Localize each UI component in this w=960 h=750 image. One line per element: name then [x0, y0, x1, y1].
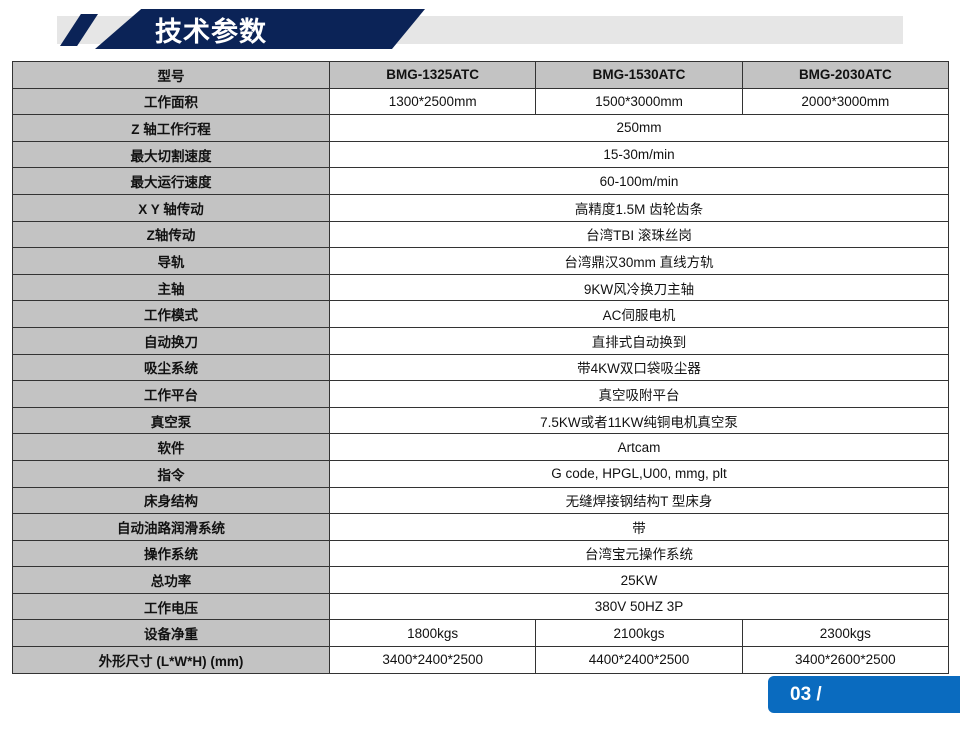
- row-label: X Y 轴传动: [12, 193, 330, 222]
- table-row: 真空泵 7.5KW或者11KW纯铜电机真空泵: [12, 406, 949, 435]
- cell-value: 250mm: [329, 114, 949, 142]
- table-row: X Y 轴传动 高精度1.5M 齿轮齿条: [12, 193, 949, 222]
- row-label: 真空泵: [12, 406, 330, 435]
- table-row: 指令 G code, HPGL,U00, mmg, plt: [12, 459, 949, 488]
- row-label: 工作面积: [12, 87, 330, 116]
- table-row: 主轴 9KW风冷换刀主轴: [12, 273, 949, 302]
- row-label: 工作电压: [12, 592, 330, 621]
- row-label: 外形尺寸 (L*W*H) (mm): [12, 646, 330, 674]
- row-label: 最大切割速度: [12, 140, 330, 169]
- cell-value: 1800kgs: [328, 619, 537, 648]
- cell-value: 带4KW双口袋吸尘器: [329, 353, 949, 382]
- table-row: 最大切割速度 15-30m/min: [12, 140, 949, 169]
- table-row: 最大运行速度 60-100m/min: [12, 167, 949, 195]
- cell-value: 台湾鼎汉30mm 直线方轨: [329, 247, 949, 275]
- row-label: 工作模式: [12, 300, 330, 328]
- row-label: 主轴: [12, 273, 330, 302]
- row-label: 导轨: [12, 247, 330, 275]
- cell-value: 25KW: [329, 566, 949, 594]
- cell-value: 1500*3000mm: [535, 87, 743, 116]
- row-label: 总功率: [12, 566, 330, 594]
- table-row: 外形尺寸 (L*W*H) (mm) 3400*2400*2500 4400*2400…: [12, 646, 950, 674]
- row-label: 软件: [12, 433, 330, 461]
- cell-value: 2300kgs: [741, 619, 950, 648]
- row-label: 自动换刀: [12, 326, 330, 355]
- cell-value: 7.5KW或者11KW纯铜电机真空泵: [329, 406, 949, 435]
- table-row: 操作系统 台湾宝元操作系统: [12, 539, 949, 568]
- row-label: 操作系统: [12, 539, 330, 568]
- column-header: BMG-1530ATC: [535, 61, 743, 89]
- table-row: 工作面积 1300*2500mm 1500*3000mm 2000*3000mm: [12, 87, 950, 116]
- cell-value: 直排式自动换到: [329, 326, 949, 355]
- row-label: Z 轴工作行程: [12, 114, 330, 142]
- cell-value: 无缝焊接钢结构T 型床身: [329, 486, 949, 515]
- row-label: 自动油路润滑系统: [12, 513, 330, 541]
- row-label: 工作平台: [12, 380, 330, 408]
- row-label: 吸尘系统: [12, 353, 330, 382]
- cell-value: AC伺服电机: [329, 300, 949, 328]
- column-header: BMG-1325ATC: [328, 61, 537, 89]
- table-row: 导轨 台湾鼎汉30mm 直线方轨: [12, 247, 949, 275]
- cell-value: 4400*2400*2500: [535, 646, 743, 674]
- title-banner: [95, 9, 425, 49]
- row-label: 床身结构: [12, 486, 330, 515]
- cell-value: 高精度1.5M 齿轮齿条: [329, 193, 949, 222]
- cell-value: 15-30m/min: [329, 140, 949, 169]
- cell-value: 3400*2400*2500: [328, 646, 537, 674]
- spec-table: 型号 BMG-1325ATC BMG-1530ATC BMG-2030ATC 工作面积 1…: [12, 61, 950, 674]
- cell-value: 1300*2500mm: [328, 87, 537, 116]
- row-label: 设备净重: [12, 619, 330, 648]
- table-row: 总功率 25KW: [12, 566, 949, 594]
- table-row: 工作电压 380V 50HZ 3P: [12, 592, 949, 621]
- table-header-row: 型号 BMG-1325ATC BMG-1530ATC BMG-2030ATC: [12, 61, 950, 89]
- table-row: 床身结构 无缝焊接钢结构T 型床身: [12, 486, 949, 515]
- footer-page-url: 03 / www.bytcnc.com: [768, 676, 960, 742]
- table-row: 工作模式 AC伺服电机: [12, 300, 949, 328]
- cell-value: 2000*3000mm: [741, 87, 950, 116]
- table-row: 工作平台 真空吸附平台: [12, 380, 949, 408]
- table-row: 软件 Artcam: [12, 433, 949, 461]
- cell-value: 9KW风冷换刀主轴: [329, 273, 949, 302]
- table-row: 自动油路润滑系统带: [12, 513, 949, 541]
- row-label: 最大运行速度: [12, 167, 330, 195]
- table-row: Z 轴工作行程 250mm: [12, 114, 949, 142]
- table-row: 吸尘系统 带4KW双口袋吸尘器: [12, 353, 949, 382]
- table-row: 自动换刀 直排式自动换到: [12, 326, 949, 355]
- cell-value: Artcam: [329, 433, 949, 461]
- cell-value: 60-100m/min: [329, 167, 949, 195]
- cell-value: 380V 50HZ 3P: [329, 592, 949, 621]
- cell-value: G code, HPGL,U00, mmg, plt: [329, 459, 949, 488]
- table-row: Z轴传动 台湾TBI 滚珠丝岗: [12, 220, 949, 249]
- column-header: 型号: [12, 61, 330, 89]
- cell-value: 带: [329, 513, 949, 541]
- cell-value: 2100kgs: [535, 619, 743, 648]
- page-title: 技术参数: [155, 17, 267, 47]
- row-label: 指令: [12, 459, 330, 488]
- cell-value: 台湾TBI 滚珠丝岗: [329, 220, 949, 249]
- table-row: 设备净重 1800kgs 2100kgs 2300kgs: [12, 619, 950, 648]
- cell-value: 台湾宝元操作系统: [329, 539, 949, 568]
- column-header: BMG-2030ATC: [741, 61, 950, 89]
- cell-value: 真空吸附平台: [329, 380, 949, 408]
- row-label: Z轴传动: [12, 220, 330, 249]
- cell-value: 3400*2600*2500: [741, 646, 950, 674]
